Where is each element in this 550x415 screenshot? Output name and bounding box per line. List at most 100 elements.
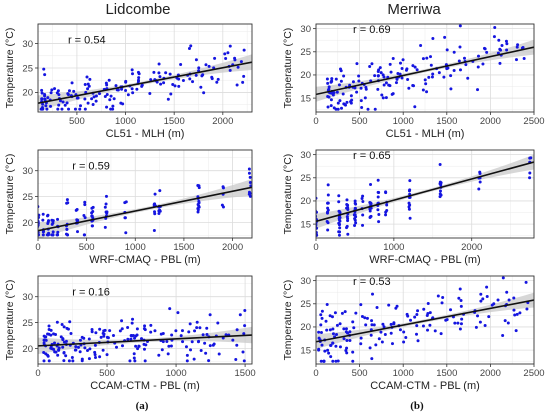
correlation-annotation: r = 0.65 <box>353 150 391 162</box>
data-point <box>168 72 172 76</box>
data-point <box>131 334 135 338</box>
data-point <box>102 329 106 333</box>
data-point <box>505 290 509 294</box>
data-point <box>428 323 432 327</box>
data-point <box>55 233 59 237</box>
data-point <box>231 338 235 342</box>
data-point <box>345 351 349 355</box>
data-point <box>41 218 45 222</box>
data-point <box>197 201 201 205</box>
data-point <box>44 338 48 342</box>
data-point <box>360 314 364 318</box>
data-point <box>466 76 470 80</box>
data-point <box>78 350 82 354</box>
data-point <box>41 212 45 216</box>
data-point <box>335 333 339 337</box>
data-point <box>501 333 505 337</box>
data-point <box>334 77 338 81</box>
data-point <box>92 95 96 99</box>
data-point <box>69 331 73 335</box>
data-point <box>201 73 205 77</box>
data-point <box>400 76 404 80</box>
data-point <box>105 211 109 215</box>
data-point <box>83 97 87 101</box>
data-point <box>323 349 327 353</box>
data-point <box>158 75 162 79</box>
data-point <box>99 335 103 339</box>
y-axis-label: Temperature (°C) <box>282 280 294 361</box>
data-point <box>137 72 141 76</box>
data-point <box>407 86 411 90</box>
data-point <box>515 45 519 49</box>
data-point <box>205 326 209 330</box>
data-point <box>190 340 194 344</box>
data-point <box>109 94 113 98</box>
data-point <box>189 44 193 48</box>
scatter-panel-6: 15 20 25 30 0 500 1000 1500 2000 2500 r = 0.53 CCAM… <box>282 275 545 392</box>
data-point <box>101 348 105 352</box>
data-point <box>338 99 342 103</box>
data-point <box>166 97 170 101</box>
data-point <box>515 312 519 316</box>
regression-line <box>38 186 252 232</box>
data-point <box>167 344 171 348</box>
data-point <box>505 42 509 46</box>
data-point <box>326 228 330 232</box>
data-point <box>334 344 338 348</box>
data-point <box>339 67 342 71</box>
data-point <box>326 105 330 109</box>
data-point <box>137 344 141 348</box>
data-point <box>224 333 228 337</box>
data-point <box>195 326 199 330</box>
data-point <box>82 336 86 340</box>
data-point <box>40 88 44 92</box>
data-point <box>334 359 338 363</box>
y-tick-label: 30 <box>22 166 33 177</box>
data-point <box>126 337 130 341</box>
data-point <box>346 232 350 236</box>
data-point <box>413 315 417 319</box>
data-point <box>320 343 324 347</box>
data-point <box>221 185 225 189</box>
data-point <box>336 359 340 363</box>
data-point <box>243 308 247 312</box>
data-point <box>476 65 480 69</box>
data-point <box>333 311 337 315</box>
data-point <box>431 37 435 41</box>
data-point <box>501 276 505 280</box>
data-point <box>83 200 87 204</box>
scatter-panel-5: 20 25 30 0 500 1000 1500 r = 0.16 CCAM-CTM - PBL… <box>4 275 256 392</box>
data-point <box>422 307 426 311</box>
data-point <box>379 71 383 75</box>
y-tick-label: 20 <box>300 70 311 81</box>
data-point <box>349 94 353 98</box>
data-point <box>83 203 87 207</box>
data-point <box>353 217 357 221</box>
data-point <box>341 92 345 96</box>
data-point <box>73 107 77 111</box>
data-point <box>204 351 208 355</box>
x-tick-label: 2500 <box>523 368 544 379</box>
data-point <box>203 341 207 345</box>
data-point <box>430 75 434 79</box>
data-point <box>139 337 143 341</box>
data-point <box>359 336 363 340</box>
data-point <box>415 312 419 316</box>
data-point <box>342 337 346 341</box>
data-point <box>428 311 432 315</box>
data-point <box>53 341 57 345</box>
data-point <box>174 329 178 333</box>
data-point <box>144 343 148 347</box>
data-point <box>329 355 333 359</box>
data-point <box>45 107 49 111</box>
data-point <box>228 68 232 72</box>
data-point <box>132 352 136 356</box>
data-point <box>152 228 156 232</box>
data-point <box>328 314 332 318</box>
data-point <box>73 348 77 352</box>
data-point <box>415 68 419 72</box>
data-point <box>327 351 331 355</box>
data-point <box>425 56 429 60</box>
data-point <box>66 93 70 97</box>
data-point <box>407 207 411 211</box>
